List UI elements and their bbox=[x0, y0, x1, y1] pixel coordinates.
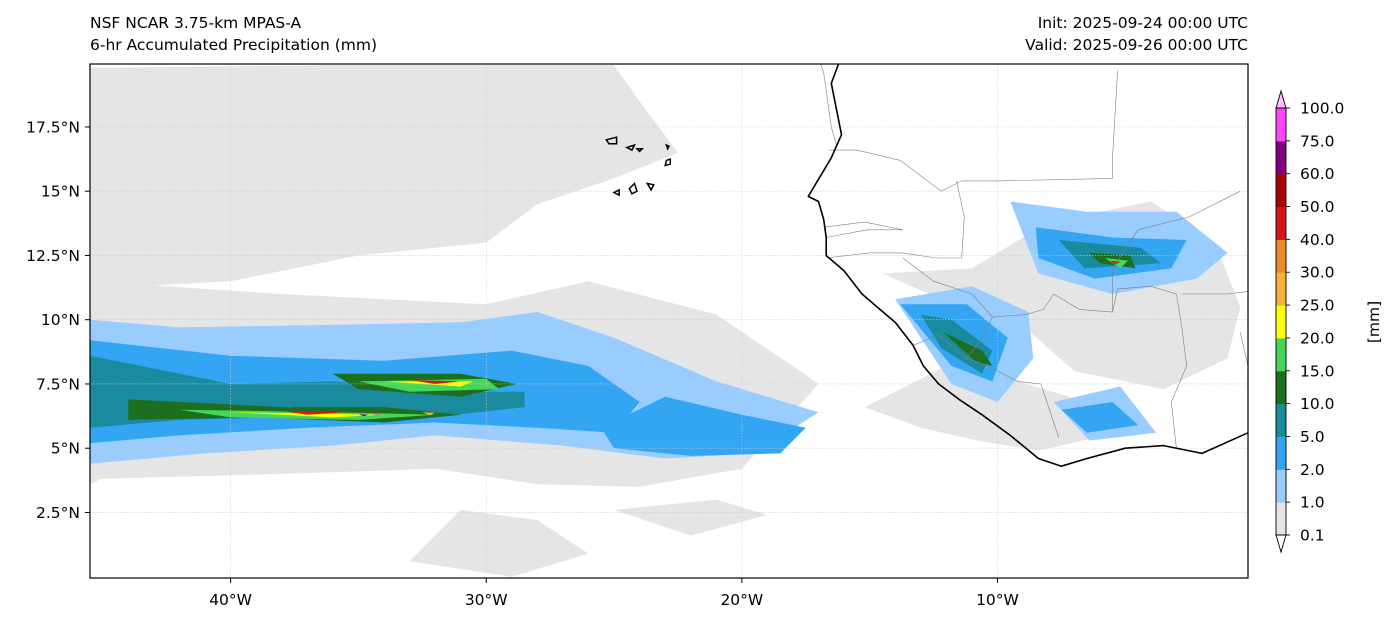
colorbar-unit-label: [mm] bbox=[1365, 301, 1383, 343]
lon-tick-label: 10°W bbox=[976, 591, 1019, 609]
lon-tick-label: 20°W bbox=[720, 591, 763, 609]
country-border bbox=[823, 221, 903, 238]
colorbar-bin bbox=[1276, 502, 1286, 536]
country-border bbox=[826, 252, 962, 259]
lat-tick-label: 2.5°N bbox=[36, 504, 80, 522]
precip-area bbox=[422, 412, 436, 416]
title-block: NSF NCAR 3.75-km MPAS-A 6-hr Accumulated… bbox=[90, 12, 377, 56]
island-outline bbox=[664, 158, 672, 167]
precip-area bbox=[1058, 240, 1162, 269]
island-outline bbox=[605, 136, 618, 145]
precip-area bbox=[601, 396, 806, 456]
model-title: NSF NCAR 3.75-km MPAS-A bbox=[90, 14, 302, 32]
colorbar-level-label: 15.0 bbox=[1300, 362, 1335, 380]
coastline bbox=[807, 64, 1248, 468]
country-border bbox=[1095, 0, 1100, 47]
colorbar-level-label: 50.0 bbox=[1300, 198, 1335, 216]
island-outline bbox=[612, 188, 620, 197]
colorbar-level-label: 75.0 bbox=[1300, 132, 1335, 150]
lat-tick-label: 7.5°N bbox=[36, 375, 80, 393]
colorbar-bin bbox=[1276, 403, 1286, 437]
island-outline bbox=[635, 148, 645, 153]
colorbar-bin bbox=[1276, 140, 1286, 175]
map-panel: 40°W 30°W 20°W 10°W 2.5°N 5°N 7.5°N 10°N 12.5°N 1… bbox=[26, 0, 1249, 609]
colorbar-under-arrow bbox=[1275, 534, 1287, 554]
colorbar-level-label: 100.0 bbox=[1300, 100, 1344, 118]
colorbar-frame bbox=[1275, 107, 1287, 536]
precip-area bbox=[281, 410, 346, 415]
country-border bbox=[902, 257, 993, 359]
colorbar-level-label: 60.0 bbox=[1300, 165, 1335, 183]
lon-tick-label: 30°W bbox=[465, 591, 508, 609]
colorbar-level-label: 40.0 bbox=[1300, 231, 1335, 249]
colorbar-bin bbox=[1276, 206, 1286, 240]
colorbar-level-label: 20.0 bbox=[1300, 329, 1335, 347]
island-outline bbox=[624, 143, 636, 152]
colorbar-level-label: 25.0 bbox=[1300, 297, 1335, 315]
country-border bbox=[828, 70, 1118, 192]
colorbar-level-label: 5.0 bbox=[1300, 428, 1325, 446]
precip-area bbox=[373, 414, 382, 416]
map-frame bbox=[89, 63, 1249, 579]
island-outline bbox=[645, 182, 655, 192]
colorbar-bin bbox=[1276, 272, 1286, 306]
colorbar-level-label: 10.0 bbox=[1300, 395, 1335, 413]
country-border bbox=[820, 64, 837, 146]
country-border bbox=[992, 285, 1187, 449]
colorbar-bin bbox=[1276, 436, 1286, 470]
lat-tick-label: 15°N bbox=[41, 183, 80, 201]
time-block: Init: 2025-09-24 00:00 UTC Valid: 2025-0… bbox=[1025, 12, 1248, 56]
country-border bbox=[966, 358, 1060, 438]
island-outline bbox=[665, 143, 671, 151]
lat-tick-label: 17.5°N bbox=[26, 118, 80, 136]
valid-time: Valid: 2025-09-26 00:00 UTC bbox=[1025, 36, 1248, 54]
colorbar-bin bbox=[1276, 173, 1286, 208]
country-border bbox=[956, 180, 965, 259]
precip-area bbox=[614, 499, 768, 536]
precip-area bbox=[90, 65, 678, 289]
island-outline bbox=[628, 182, 638, 195]
country-border bbox=[1112, 190, 1241, 312]
precip-area bbox=[409, 509, 589, 577]
colorbar-bin bbox=[1276, 469, 1286, 503]
colorbar: 0.1 1.0 2.0 5.0 10.0 15.0 20.0 25.0 30.0 40.0 50.0… bbox=[1275, 89, 1383, 554]
precip-area bbox=[409, 380, 461, 384]
lon-tick-label: 40°W bbox=[209, 591, 252, 609]
lat-tick-label: 5°N bbox=[51, 440, 80, 458]
precip-area bbox=[943, 332, 993, 366]
lat-tick-label: 10°N bbox=[41, 311, 80, 329]
precip-area bbox=[384, 381, 474, 387]
country-border bbox=[1181, 291, 1248, 295]
field-title: 6-hr Accumulated Precipitation (mm) bbox=[90, 36, 377, 54]
precip-area bbox=[358, 414, 369, 417]
colorbar-level-label: 2.0 bbox=[1300, 461, 1325, 479]
colorbar-level-label: 30.0 bbox=[1300, 264, 1335, 282]
colorbar-over-arrow bbox=[1275, 89, 1287, 109]
colorbar-bin bbox=[1276, 370, 1286, 405]
precip-area bbox=[1061, 402, 1139, 433]
colorbar-level-label: 1.0 bbox=[1300, 494, 1325, 512]
colorbar-bin bbox=[1276, 108, 1286, 142]
country-border bbox=[1240, 332, 1248, 367]
colorbar-bin bbox=[1276, 239, 1286, 273]
lat-tick-label: 12.5°N bbox=[26, 247, 80, 265]
colorbar-bin bbox=[1276, 305, 1286, 339]
precip-area bbox=[966, 348, 983, 359]
precip-area bbox=[864, 368, 1095, 451]
colorbar-level-label: 0.1 bbox=[1300, 527, 1325, 545]
precip-area bbox=[1110, 260, 1121, 265]
map-layers bbox=[90, 0, 1248, 578]
colorbar-bin bbox=[1276, 337, 1286, 372]
init-time: Init: 2025-09-24 00:00 UTC bbox=[1037, 14, 1248, 32]
